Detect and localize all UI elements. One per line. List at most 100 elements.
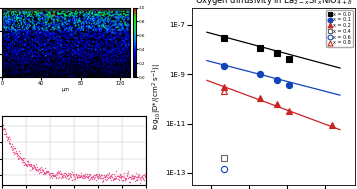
Point [86, 18, 91, 21]
Point [55, 26, 61, 29]
Point [71, 30, 76, 33]
Point [142, 174, 148, 177]
Point [25, 18, 31, 21]
Point [119, 69, 125, 72]
Point [10, 28, 15, 31]
Point [34, 61, 40, 64]
Point [116, 47, 122, 50]
Point [12, 46, 17, 49]
Point [44, 45, 50, 48]
Point [36, 32, 42, 35]
Point [91, 32, 97, 35]
Point [117, 30, 123, 33]
Point [70, 54, 76, 57]
Point [35, 11, 41, 14]
Point [14, 34, 19, 37]
Point [22, 42, 28, 45]
Point [69, 176, 74, 179]
Point [17, 16, 22, 19]
Point [40, 47, 46, 50]
Point [94, 28, 99, 31]
Point [119, 37, 125, 40]
Point [10, 18, 15, 21]
Point [17, 40, 22, 43]
Point [89, 69, 94, 72]
Point [121, 25, 127, 28]
Point [16, 40, 21, 43]
Point [96, 174, 102, 177]
Point [36, 12, 42, 15]
Point [13, 10, 19, 13]
Point [0, 12, 5, 15]
Point [106, 11, 112, 14]
Point [106, 68, 112, 71]
Point [9, 43, 15, 46]
Point [31, 43, 37, 46]
Point [15, 68, 20, 71]
Point [28, 163, 34, 166]
Point [46, 16, 52, 19]
Point [6, 47, 11, 50]
Point [71, 23, 76, 26]
Point [67, 12, 72, 15]
Point [0, 18, 5, 21]
Point [51, 33, 57, 36]
Point [95, 69, 100, 72]
Point [51, 41, 57, 44]
Point [108, 35, 114, 38]
Point [47, 53, 53, 56]
Point [40, 173, 46, 176]
Point [124, 174, 129, 177]
Point [2, 72, 7, 75]
Point [78, 29, 84, 32]
Point [107, 48, 113, 51]
Point [47, 47, 53, 50]
Point [14, 15, 19, 18]
Point [94, 174, 100, 177]
Point [119, 37, 125, 40]
Point [0, 29, 6, 32]
Point [25, 23, 31, 26]
Point [81, 73, 86, 76]
Point [2, 25, 7, 28]
Point [84, 73, 89, 76]
Point [44, 26, 50, 29]
Point [51, 10, 57, 13]
Point [17, 33, 22, 36]
Point [24, 10, 29, 13]
Point [104, 60, 110, 63]
Point [72, 7, 77, 10]
Point [65, 48, 71, 51]
Point [100, 32, 106, 35]
Point [76, 44, 81, 47]
Point [6, 7, 11, 10]
Point [59, 20, 65, 23]
Point [35, 21, 41, 24]
Point [21, 76, 26, 79]
Point [55, 7, 61, 10]
Point [30, 34, 35, 37]
Point [99, 176, 105, 179]
Point [67, 18, 72, 21]
Point [24, 16, 29, 19]
Point [13, 47, 19, 50]
Point [95, 43, 101, 46]
Point [87, 74, 92, 77]
Point [100, 41, 106, 44]
Point [17, 40, 22, 43]
Point [59, 43, 65, 46]
Point [125, 177, 130, 180]
Point [57, 66, 63, 69]
Point [97, 69, 103, 72]
Point [87, 63, 92, 66]
Point [66, 37, 72, 40]
Point [62, 63, 68, 66]
Point [45, 63, 51, 66]
Point [1, 36, 7, 39]
Point [99, 76, 105, 79]
Point [80, 66, 85, 69]
Point [73, 11, 79, 14]
Point [31, 32, 37, 35]
Point [84, 40, 89, 43]
Point [1, 52, 7, 55]
